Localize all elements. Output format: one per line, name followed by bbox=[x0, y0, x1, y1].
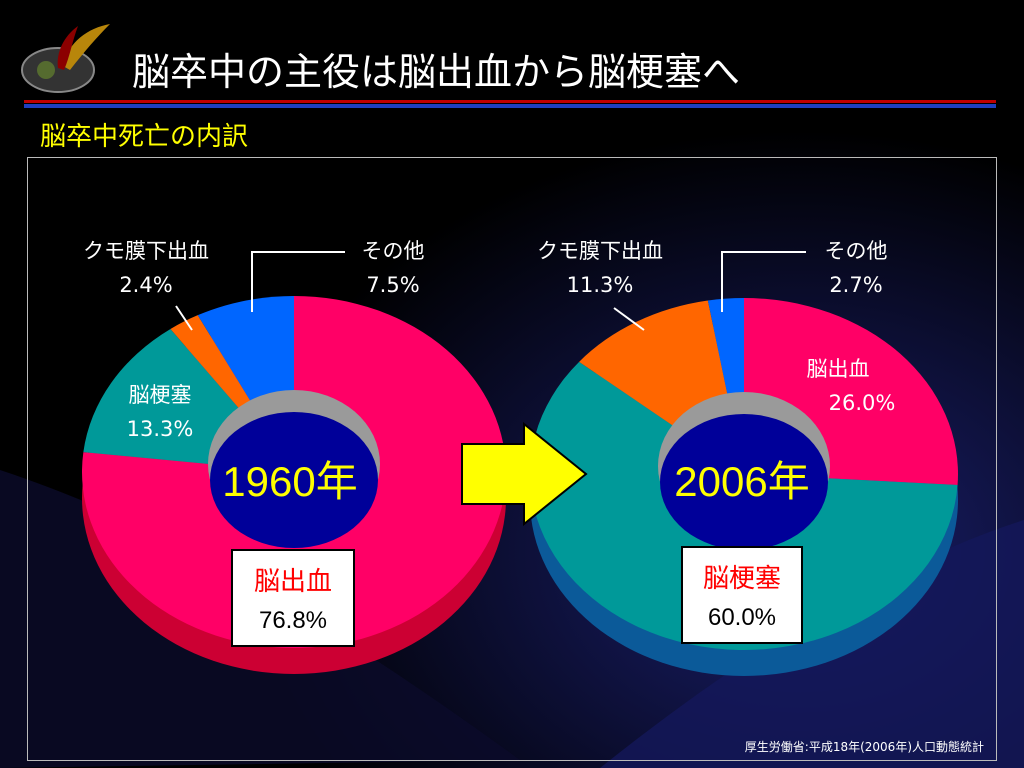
arrow-icon bbox=[461, 421, 588, 527]
callout-1960-hemorrhage: 脳出血 76.8% bbox=[231, 549, 355, 647]
pie-chart-2006 bbox=[529, 298, 958, 676]
leader-lines-2006 bbox=[613, 251, 806, 331]
callout-1960-name: 脳出血 bbox=[254, 567, 332, 597]
title-rule-blue bbox=[24, 104, 996, 108]
year-label-2006: 2006年 bbox=[674, 458, 809, 505]
callout-2006-name: 脳梗塞 bbox=[703, 564, 781, 594]
label-2006-hemorrhage-value: 26.0% bbox=[829, 391, 896, 415]
label-1960-other-name: その他 bbox=[362, 239, 425, 263]
label-2006-other-value: 2.7% bbox=[829, 273, 882, 297]
pie-chart-1960 bbox=[82, 296, 507, 674]
source-note: 厚生労働省:平成18年(2006年)人口動態統計 bbox=[744, 740, 984, 754]
leader-lines-1960 bbox=[175, 251, 345, 331]
pie-hub-1960年 bbox=[210, 412, 378, 548]
subtitle: 脳卒中死亡の内訳 bbox=[40, 122, 249, 152]
label-1960-other-value: 7.5% bbox=[366, 273, 419, 297]
label-2006-sah-name: クモ膜下出血 bbox=[537, 239, 663, 263]
label-2006-other-name: その他 bbox=[825, 239, 888, 263]
chart-panel bbox=[27, 157, 997, 761]
callout-1960-value: 76.8% bbox=[259, 607, 327, 634]
label-2006-sah-value: 11.3% bbox=[567, 273, 634, 297]
logo-icon bbox=[21, 24, 110, 93]
year-label-1960: 1960年 bbox=[222, 458, 357, 505]
callout-2006-value: 60.0% bbox=[708, 604, 776, 631]
callout-2006-infarction: 脳梗塞 60.0% bbox=[681, 546, 803, 644]
pie-hub-2006年 bbox=[660, 414, 828, 550]
title-rule-red bbox=[24, 100, 996, 103]
label-1960-infarction-value: 13.3% bbox=[127, 417, 194, 441]
label-1960-sah-name: クモ膜下出血 bbox=[83, 239, 209, 263]
label-2006-hemorrhage-name: 脳出血 bbox=[807, 357, 870, 381]
label-1960-sah-value: 2.4% bbox=[119, 273, 172, 297]
page-title: 脳卒中の主役は脳出血から脳梗塞へ bbox=[132, 50, 741, 94]
label-1960-infarction-name: 脳梗塞 bbox=[129, 383, 192, 407]
